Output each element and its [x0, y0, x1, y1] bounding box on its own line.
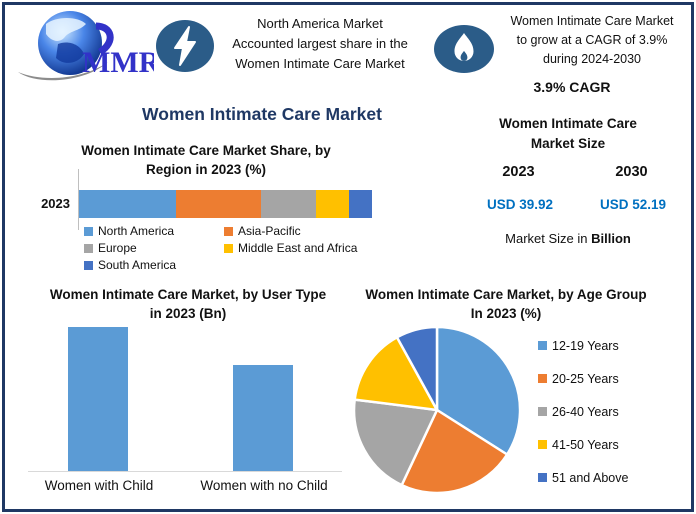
- lightning-icon: [156, 20, 214, 72]
- market-size-year-2030: 2030: [615, 164, 648, 180]
- legend-label: South America: [98, 258, 177, 272]
- region-axis-line: [78, 169, 79, 230]
- market-size-note-text: Market Size in: [505, 231, 592, 246]
- pie-slice-41-50-years: [353, 336, 439, 412]
- legend-item: Middle East and Africa: [224, 241, 384, 255]
- highlight-cagr: [434, 24, 494, 79]
- legend-swatch: [538, 440, 547, 449]
- user-type-plot: [30, 327, 342, 471]
- bar-label-women-with-no-child: Women with no Child: [200, 478, 328, 493]
- legend-label: Europe: [98, 241, 137, 255]
- legend-label: North America: [98, 224, 175, 238]
- highlight-text-line: North America Market: [257, 16, 383, 31]
- legend-swatch: [538, 407, 547, 416]
- legend-item: 20-25 Years: [538, 369, 628, 388]
- legend-item: 51 and Above: [538, 468, 628, 487]
- legend-swatch: [538, 341, 547, 350]
- region-share-stacked-bar: [79, 190, 372, 218]
- highlight-north-america-text: North America Market Accounted largest s…: [213, 14, 427, 74]
- legend-swatch: [84, 260, 93, 270]
- region-segment-asia-pacific: [175, 190, 261, 218]
- mmr-logo: MMR: [18, 11, 154, 81]
- logo-two-swoosh: [95, 22, 114, 55]
- bar-label-women-with-child: Women with Child: [44, 478, 154, 493]
- logo-text: MMR: [82, 46, 154, 79]
- legend-label: Middle East and Africa: [238, 241, 358, 255]
- market-size-title: Women Intimate Care Market Size: [470, 114, 666, 154]
- legend-swatch: [224, 226, 233, 236]
- age-group-pie-chart: [352, 325, 522, 495]
- legend-swatch: [538, 374, 547, 383]
- legend-item: 26-40 Years: [538, 402, 628, 421]
- market-size-note-unit: Billion: [591, 231, 631, 246]
- legend-label: 41-50 Years: [552, 437, 619, 452]
- market-size-value-2030: USD 52.19: [599, 197, 667, 212]
- bar-women-with-no-child: [233, 365, 293, 471]
- pie-slice-26-40-years: [352, 398, 439, 487]
- cagr-badge: 3.9% CAGR: [533, 79, 611, 95]
- market-size-title-line: Market Size: [530, 136, 606, 151]
- user-type-baseline: [28, 471, 342, 472]
- legend-swatch: [538, 473, 547, 482]
- region-segment-middle-east-and-africa: [316, 190, 349, 218]
- bar-women-with-child: [68, 327, 128, 471]
- legend-label: 12-19 Years: [552, 338, 619, 353]
- highlight-north-america: [156, 18, 214, 79]
- pie-slice-51-and-above: [395, 325, 439, 412]
- legend-item: Europe: [84, 241, 224, 255]
- age-group-chart-title: Women Intimate Care Market, by Age Group…: [365, 287, 647, 321]
- region-legend: North America Asia-Pacific Europe Middle…: [84, 224, 384, 272]
- highlight-text-line: Women Intimate Care Market: [235, 56, 405, 71]
- legend-swatch: [84, 243, 93, 253]
- legend-item: South America: [84, 258, 224, 272]
- legend-label: 20-25 Years: [552, 371, 619, 386]
- legend-label: 51 and Above: [552, 470, 629, 485]
- highlight-text-line: during 2024-2030: [543, 52, 641, 66]
- highlight-cagr-text: Women Intimate Care Market to grow at a …: [496, 12, 688, 69]
- region-chart-title: Women Intimate Care Market Share, by Reg…: [81, 143, 331, 177]
- logo-landmass-2: [56, 42, 84, 63]
- highlight-text-line: Accounted largest share in the: [232, 36, 408, 51]
- market-size-note: Market Size in Billion: [470, 231, 666, 246]
- legend-item: Asia-Pacific: [224, 224, 384, 238]
- page-title: Women Intimate Care Market: [142, 104, 382, 124]
- highlight-text-line: Women Intimate Care Market: [510, 14, 674, 28]
- region-segment-north-america: [79, 190, 176, 218]
- legend-swatch: [224, 243, 233, 253]
- region-segment-south-america: [348, 190, 372, 218]
- region-segment-europe: [260, 190, 317, 218]
- legend-item: North America: [84, 224, 224, 238]
- legend-label: Asia-Pacific: [238, 224, 301, 238]
- legend-item: 41-50 Years: [538, 435, 628, 454]
- region-category-label: 2023: [41, 196, 70, 211]
- legend-swatch: [84, 226, 93, 236]
- legend-label: 26-40 Years: [552, 404, 619, 419]
- age-group-legend: 12-19 Years 20-25 Years 26-40 Years 41-5…: [538, 336, 628, 487]
- user-type-chart-title: Women Intimate Care Market, by User Type…: [49, 287, 327, 321]
- market-size-year-2023: 2023: [502, 164, 535, 180]
- highlight-text-line: to grow at a CAGR of 3.9%: [516, 33, 668, 47]
- flame-icon: [434, 25, 494, 73]
- legend-item: 12-19 Years: [538, 336, 628, 355]
- market-size-value-2023: USD 39.92: [486, 197, 554, 212]
- logo-landmass: [46, 18, 86, 41]
- market-size-title-line: Women Intimate Care: [499, 116, 637, 131]
